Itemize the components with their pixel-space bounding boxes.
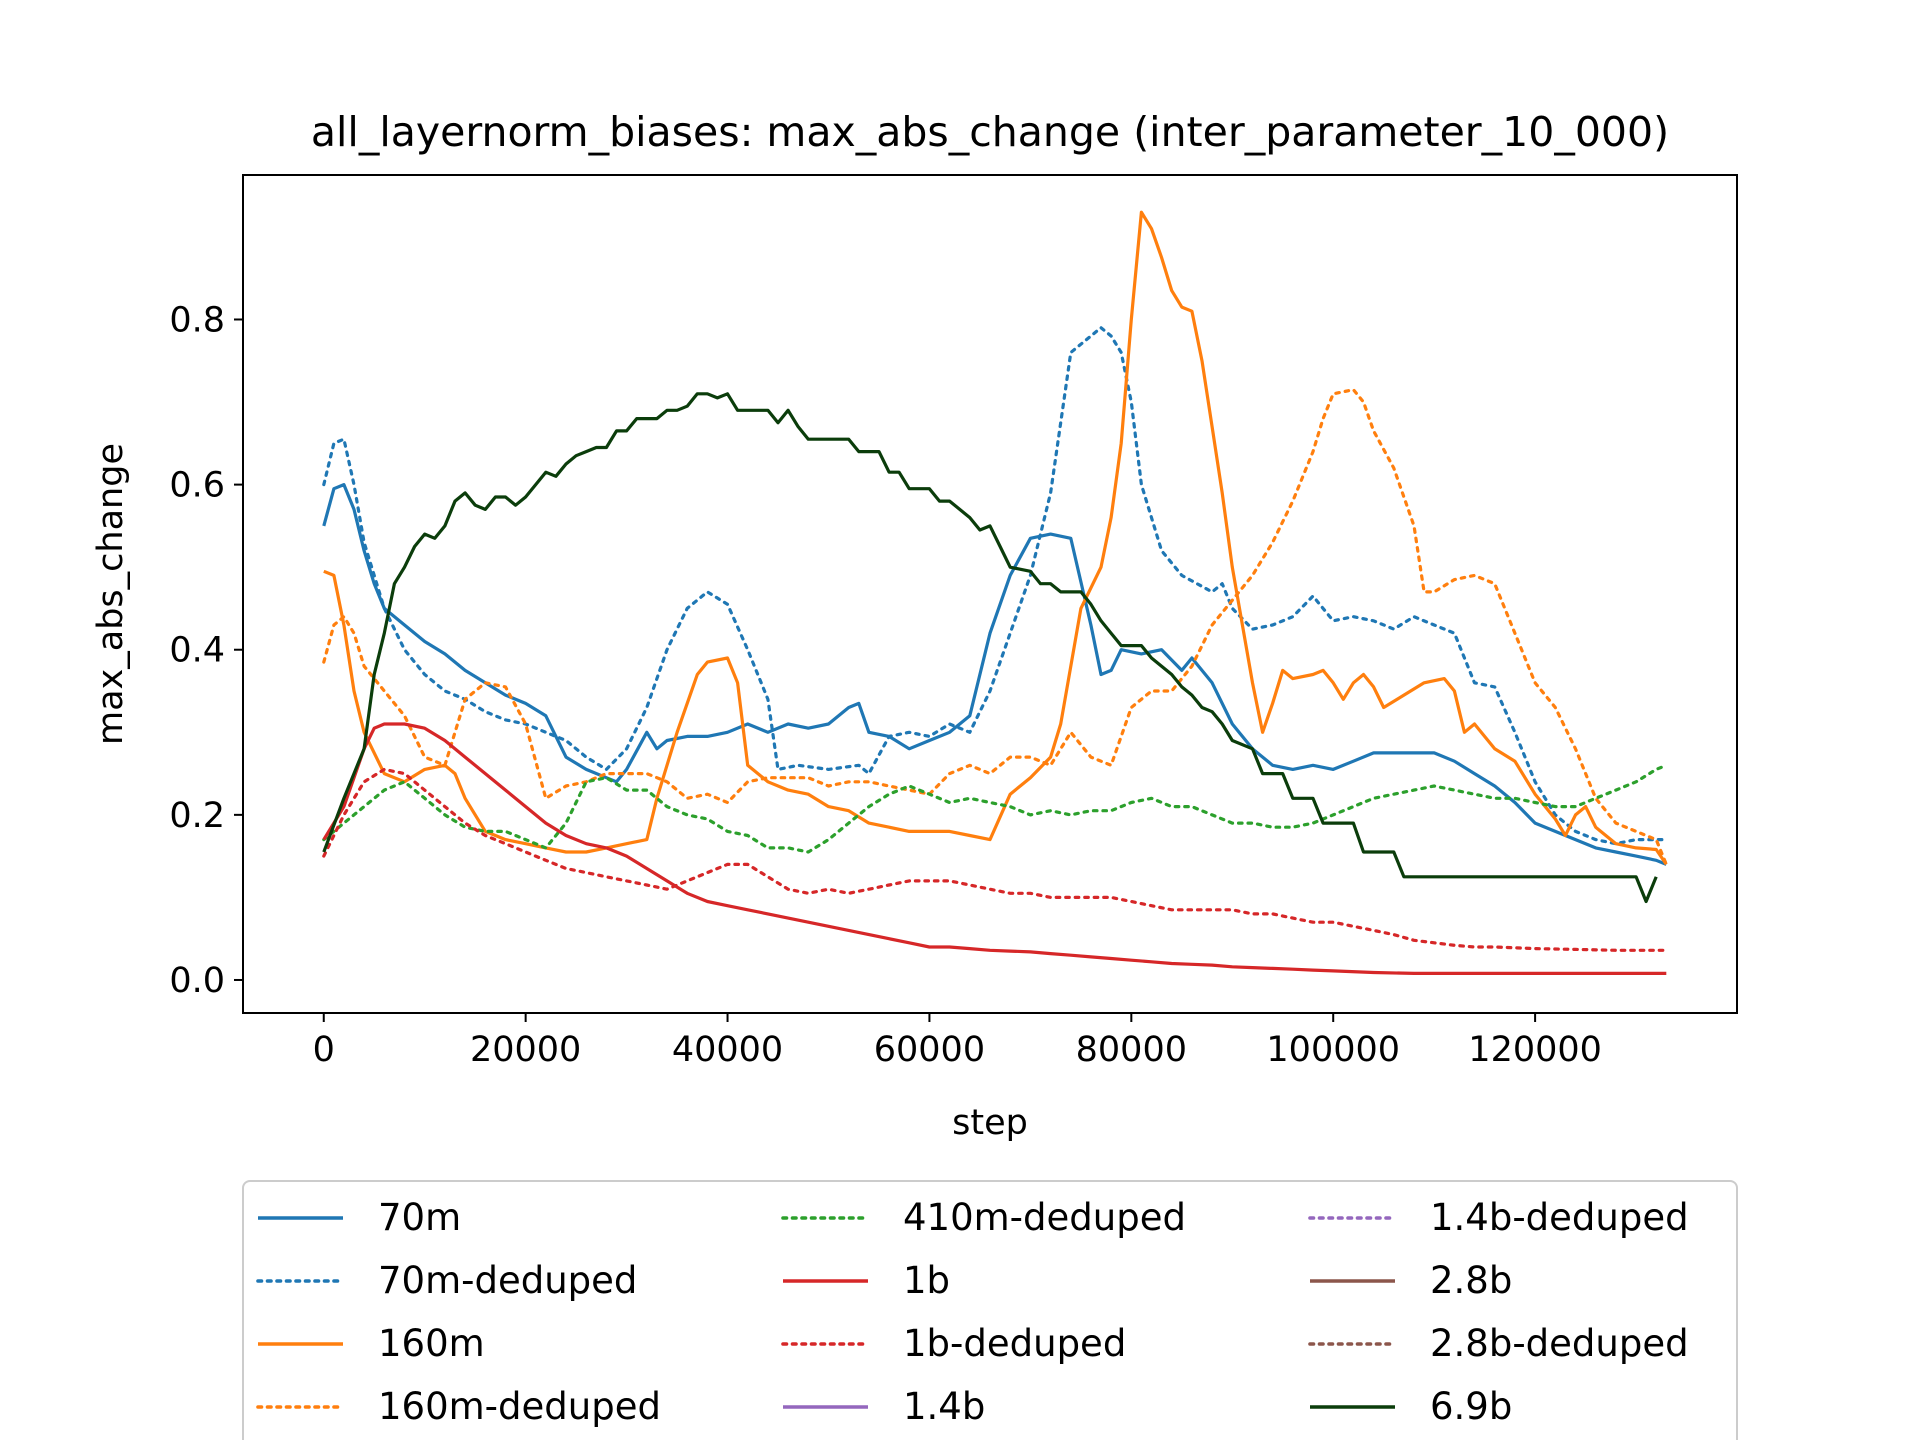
legend-label: 1b-deduped bbox=[903, 1322, 1126, 1365]
series-line-0 bbox=[322, 483, 1667, 866]
legend-label: 1.4b bbox=[903, 1385, 985, 1428]
x-axis: 0 20000 40000 60000 80000 100000 120000 bbox=[313, 1013, 1602, 1070]
x-tick-label: 120000 bbox=[1468, 1030, 1602, 1070]
legend-label: 160m-deduped bbox=[378, 1385, 661, 1428]
legend-label: 70m bbox=[378, 1196, 461, 1239]
chart-title: all_layernorm_biases: max_abs_change (in… bbox=[311, 108, 1669, 156]
series-line-1 bbox=[322, 326, 1668, 846]
series-line-6 bbox=[322, 767, 1668, 952]
x-axis-label: step bbox=[952, 1103, 1028, 1143]
series-line-3 bbox=[322, 388, 1668, 866]
legend-box bbox=[242, 1180, 1738, 1440]
series-line-4 bbox=[322, 763, 1668, 854]
x-tick-label: 60000 bbox=[874, 1030, 985, 1070]
x-tick-label: 0 bbox=[313, 1030, 335, 1070]
x-tick-label: 80000 bbox=[1076, 1030, 1187, 1070]
legend-label: 160m bbox=[378, 1322, 485, 1365]
x-tick-label: 100000 bbox=[1266, 1030, 1400, 1070]
series-line-11 bbox=[322, 392, 1658, 904]
y-tick-label: 0.0 bbox=[169, 961, 225, 1001]
legend-label: 2.8b bbox=[1430, 1259, 1512, 1302]
axes-frame bbox=[242, 174, 1738, 1014]
x-tick-label: 40000 bbox=[672, 1030, 783, 1070]
legend-label: 70m-deduped bbox=[378, 1259, 637, 1302]
legend-label: 1.4b-deduped bbox=[1430, 1196, 1689, 1239]
plot-area bbox=[322, 210, 1668, 975]
series-line-2 bbox=[323, 210, 1668, 866]
y-tick-label: 0.2 bbox=[169, 796, 225, 836]
y-tick-label: 0.4 bbox=[169, 631, 225, 671]
y-tick-label: 0.8 bbox=[169, 300, 225, 340]
y-axis: 0.0 0.2 0.4 0.6 0.8 bbox=[169, 300, 243, 1001]
legend-label: 410m-deduped bbox=[903, 1196, 1186, 1239]
y-tick-label: 0.6 bbox=[169, 466, 225, 506]
series-line-5 bbox=[322, 722, 1667, 975]
x-tick-label: 20000 bbox=[470, 1030, 581, 1070]
legend-label: 6.9b bbox=[1430, 1385, 1512, 1428]
legend: 70m 70m-deduped 160m 160m-deduped 410m-dedup… bbox=[256, 1196, 1689, 1428]
legend-label: 1b bbox=[903, 1259, 950, 1302]
y-axis-label: max_abs_change bbox=[91, 443, 131, 745]
legend-label: 2.8b-deduped bbox=[1430, 1322, 1689, 1365]
